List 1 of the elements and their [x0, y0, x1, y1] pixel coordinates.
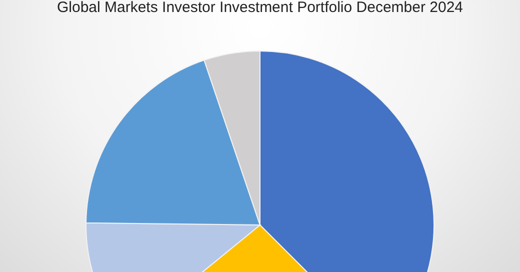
chart-title: Global Markets Investor Investment Portfolio December 2024 — [56, 0, 464, 16]
